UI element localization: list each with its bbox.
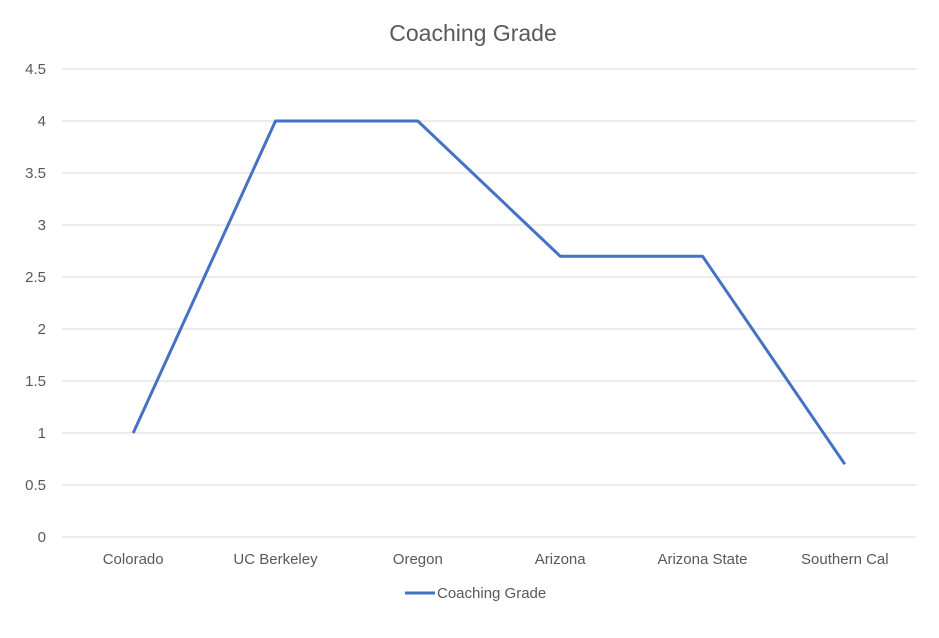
- x-tick-label: Colorado: [103, 551, 164, 568]
- y-tick-label: 1.5: [25, 373, 46, 390]
- legend-label: Coaching Grade: [437, 585, 546, 602]
- y-tick-label: 4.5: [25, 61, 46, 78]
- series-line: [131, 119, 847, 466]
- x-tick-label: Southern Cal: [801, 551, 889, 568]
- y-tick-label: 4: [38, 113, 46, 130]
- legend: Coaching Grade: [405, 585, 546, 602]
- y-tick-label: 0.5: [25, 477, 46, 494]
- x-tick-label: Arizona State: [657, 551, 747, 568]
- x-tick-label: Oregon: [393, 551, 443, 568]
- x-tick-label: Arizona: [535, 551, 587, 568]
- y-tick-label: 1: [38, 425, 46, 442]
- y-axis-tick-labels: 0 0.5 1 1.5 2 2.5 3 3.5 4 4.5: [25, 61, 46, 546]
- x-axis-tick-labels: Colorado UC Berkeley Oregon Arizona Arizona …: [103, 551, 889, 568]
- y-tick-label: 0: [38, 529, 46, 546]
- y-tick-label: 2: [38, 321, 46, 338]
- y-tick-label: 2.5: [25, 269, 46, 286]
- gridlines: [62, 68, 916, 538]
- series-lines: [131, 119, 847, 466]
- y-tick-label: 3: [38, 217, 46, 234]
- y-tick-label: 3.5: [25, 165, 46, 182]
- chart-title: Coaching Grade: [389, 20, 557, 46]
- x-tick-label: UC Berkeley: [233, 551, 318, 568]
